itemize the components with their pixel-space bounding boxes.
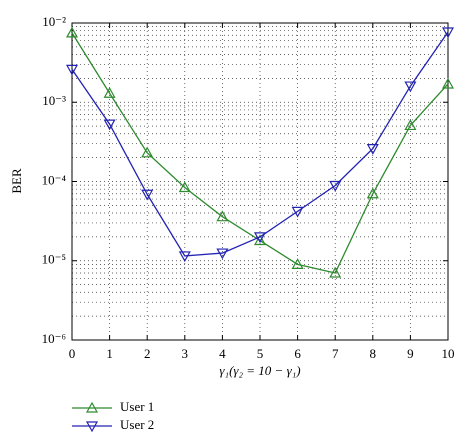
- x-tick-label: 3: [182, 346, 189, 361]
- marker: [441, 27, 455, 39]
- marker: [329, 266, 342, 278]
- x-tick-label: 6: [294, 346, 301, 361]
- legend-label: User 2: [120, 417, 154, 432]
- x-tick-label: 4: [219, 346, 226, 361]
- marker: [366, 144, 379, 155]
- y-tick-label: 10⁻⁴: [42, 172, 67, 187]
- marker: [178, 251, 191, 263]
- marker: [404, 119, 417, 131]
- x-tick-label: 1: [106, 346, 113, 361]
- marker: [253, 234, 267, 246]
- x-tick-label: 8: [370, 346, 377, 361]
- y-axis-label: BER: [9, 168, 24, 194]
- y-tick-label: 10⁻²: [42, 14, 66, 29]
- x-tick-label: 7: [332, 346, 339, 361]
- x-tick-label: 0: [69, 346, 76, 361]
- marker: [216, 210, 229, 222]
- marker: [329, 180, 342, 192]
- x-tick-label: 5: [257, 346, 264, 361]
- marker: [404, 81, 417, 93]
- marker: [441, 77, 455, 89]
- legend-marker: [85, 421, 99, 433]
- y-tick-label: 10⁻⁵: [42, 252, 66, 267]
- y-tick-label: 10⁻⁶: [42, 331, 66, 346]
- marker: [291, 206, 304, 218]
- series-line: [71, 32, 449, 274]
- marker: [178, 181, 191, 193]
- marker: [65, 64, 79, 76]
- y-tick-label: 10⁻³: [42, 93, 66, 108]
- marker: [141, 146, 154, 158]
- marker: [65, 26, 79, 38]
- x-tick-label: 2: [144, 346, 151, 361]
- x-tick-label: 9: [407, 346, 414, 361]
- marker: [366, 187, 379, 199]
- x-tick-label: 10: [442, 346, 455, 361]
- x-axis-label: γ₁(γ₂ = 10 − γ₁): [219, 363, 300, 378]
- marker: [103, 86, 116, 98]
- marker: [291, 258, 304, 269]
- plot-frame: [71, 22, 449, 341]
- series-line: [71, 31, 449, 257]
- marker: [253, 232, 267, 244]
- legend-marker: [85, 401, 99, 413]
- marker: [103, 119, 116, 131]
- legend-label: User 1: [120, 399, 154, 414]
- marker: [216, 248, 229, 260]
- marker: [141, 189, 154, 201]
